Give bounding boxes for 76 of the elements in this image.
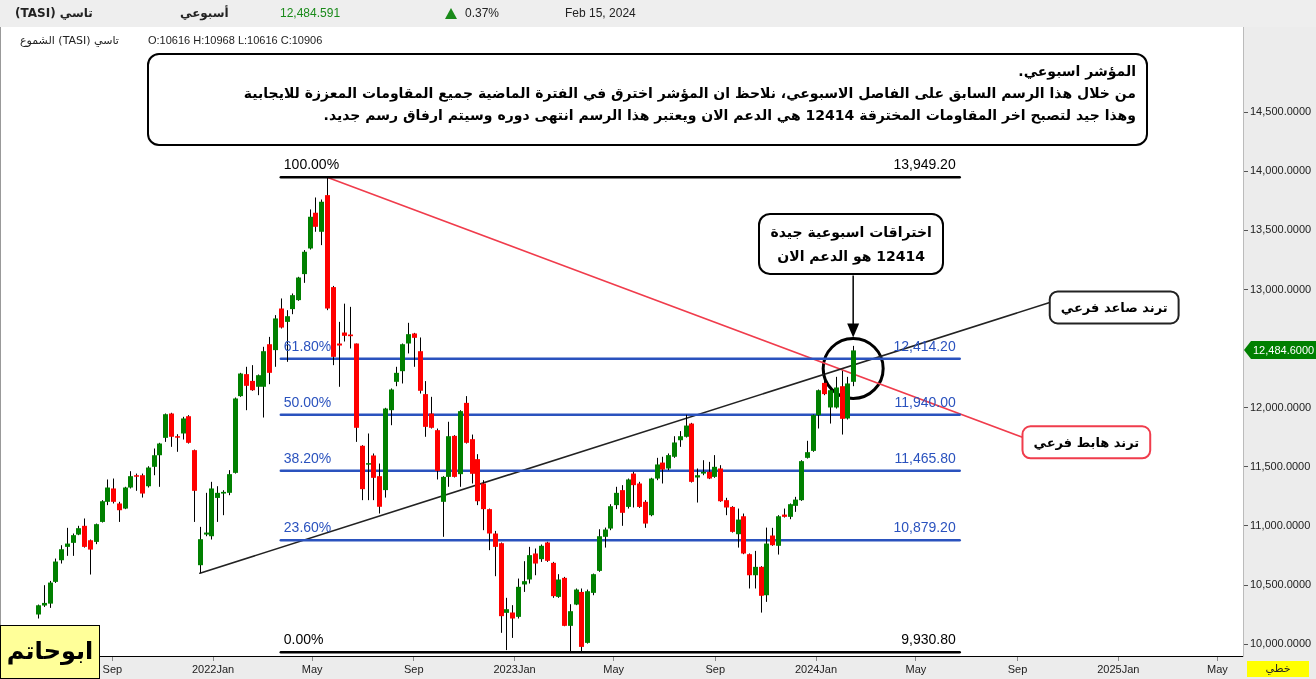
candlestick — [533, 548, 538, 576]
x-tick-label: Sep — [102, 662, 123, 675]
candlestick — [302, 249, 307, 284]
x-tick-label: Sep — [403, 662, 424, 675]
candlestick — [53, 558, 58, 584]
candlestick — [279, 297, 284, 329]
candlestick — [614, 486, 619, 510]
y-tick-label: 11,000.0000 — [1250, 518, 1311, 531]
series-label: 100.00% — [283, 156, 340, 173]
y-tick-label: 14,000.0000 — [1250, 164, 1312, 177]
data-label: 9,930.80 — [901, 631, 956, 648]
candlestick — [556, 573, 561, 599]
candlestick — [394, 366, 399, 387]
text: 12,484.6000 — [1253, 343, 1315, 358]
candlestick — [660, 456, 665, 484]
x-tick-label: May — [1207, 662, 1229, 675]
candlestick — [753, 550, 758, 589]
y-tick-label: 11,500.0000 — [1250, 459, 1311, 472]
candlestick — [71, 533, 76, 557]
candlestick — [608, 503, 613, 531]
candlestick — [620, 484, 625, 527]
candlestick — [111, 478, 116, 504]
y-tick-label: 12,000.0000 — [1250, 400, 1312, 413]
candlestick — [366, 432, 371, 501]
x-tick-label: May — [603, 662, 625, 675]
x-tick-label: 2022Jan — [191, 662, 235, 675]
text: 0.37% — [465, 6, 500, 20]
candlestick — [163, 413, 168, 443]
x-tick-label: Sep — [705, 662, 726, 675]
x-tick-label: Sep — [1007, 662, 1028, 675]
x-tick-label: May — [905, 662, 927, 675]
annotation: اختراقات اسبوعية جيدة 12414 هو الدعم الان — [758, 213, 945, 276]
series-label: 38.20% — [283, 449, 332, 466]
chart-subtitle: أسبوعي — [180, 6, 229, 20]
y-tick-label: 14,500.0000 — [1250, 105, 1312, 118]
x-tick-label: 2025Jan — [1097, 662, 1140, 675]
series-label: ترند صاعد فرعي — [1060, 299, 1168, 315]
y-tick-label: 10,000.0000 — [1250, 637, 1312, 650]
y-tick-label: 13,000.0000 — [1250, 282, 1312, 295]
y-tick-label: 13,500.0000 — [1250, 223, 1312, 236]
text: Feb 15, 2024 — [565, 6, 636, 20]
candlestick — [655, 457, 660, 481]
candlestick — [406, 322, 411, 354]
x-tick-label: 2024Jan — [794, 662, 838, 675]
candlestick — [146, 465, 151, 489]
series-label: 0.00% — [283, 631, 324, 648]
candlestick — [157, 442, 162, 488]
candlestick — [822, 370, 827, 396]
candlestick — [747, 552, 752, 589]
candlestick — [238, 372, 243, 398]
candlestick — [695, 467, 700, 504]
annotation: O:10616 H:10968 L:10616 C:10906 — [148, 34, 323, 46]
x-tick-label: May — [301, 662, 324, 675]
text: خطي — [1247, 661, 1309, 677]
candlestick — [117, 501, 122, 523]
data-label: 11,465.80 — [894, 449, 956, 466]
candlestick — [736, 508, 741, 549]
candlestick — [313, 196, 318, 233]
candlestick — [412, 332, 417, 368]
annotation: المؤشر اسبوعي. من خلال هذا الرسم السابق على الفاصل الاسبوعي، نلاحظ ان المؤشر اخترق في الفترة الماضية جميع المقاومات المعززة للايجابية وهذا جيد لتصبح اخر المقاومات المخترقة 12414 هي الدعم الان ويعتبر هذا الرسم انتهى دوره وسيتم ارفاق رسم جديد. — [147, 53, 1148, 146]
text: 12,484.591 — [280, 6, 341, 20]
candlestick — [712, 454, 717, 479]
annotation: تاسي (TASI) الشموع — [20, 34, 119, 47]
candlestick — [181, 416, 186, 441]
data-label: 13,949.20 — [893, 156, 956, 173]
chart-title: تاسي (TASI) — [15, 6, 93, 20]
candlestick — [59, 544, 64, 565]
annotation: ابوحاتم — [0, 625, 100, 679]
series-label: 50.00% — [283, 393, 332, 410]
x-tick-label: 2023Jan — [493, 662, 536, 675]
candlestick — [152, 448, 157, 476]
data-label: 10,879.20 — [893, 519, 956, 536]
series-label: 23.60% — [283, 519, 332, 536]
series-label: ترند هابط فرعي — [1033, 434, 1140, 450]
candlestick — [510, 604, 515, 639]
y-tick-label: 10,500.0000 — [1250, 578, 1312, 591]
